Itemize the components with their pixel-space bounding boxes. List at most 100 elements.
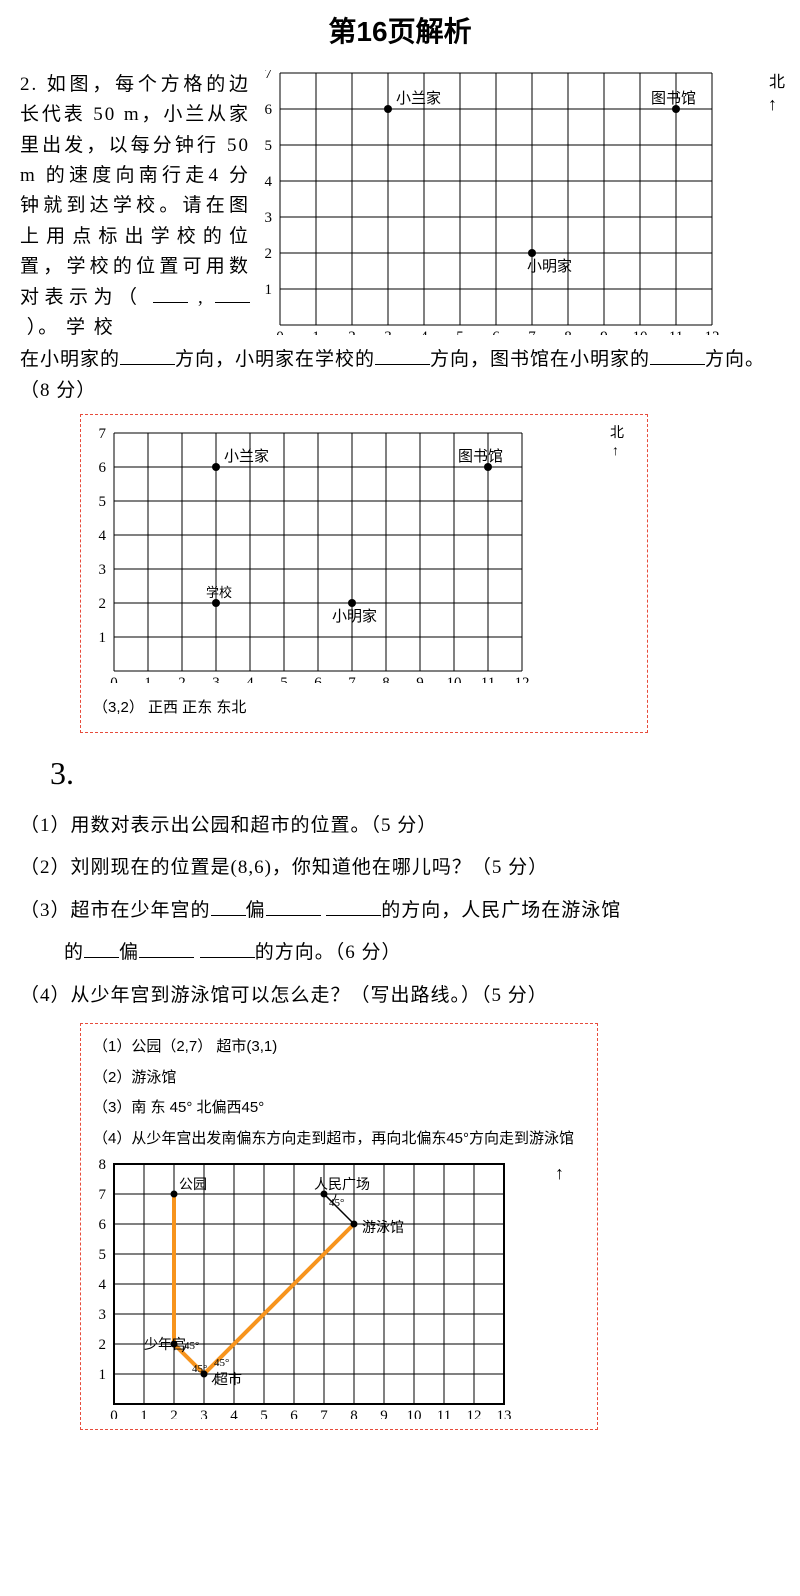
- svg-text:8: 8: [564, 329, 572, 335]
- svg-text:8: 8: [382, 675, 390, 683]
- q2-answer-text: （3,2） 正西 正东 东北: [89, 693, 639, 724]
- q2-text-block: 2. 如图，每个方格的边长代表 50 m，小兰从家里出发，以每分钟行 50 m …: [20, 70, 250, 345]
- north-arrow-icon: ↑: [768, 90, 777, 119]
- svg-text:4: 4: [246, 675, 254, 683]
- q3-ans-l3: （3）南 东 45° 北偏西45°: [89, 1093, 589, 1124]
- svg-text:8: 8: [99, 1157, 107, 1173]
- q3-ans-l2: （2）游泳馆: [89, 1063, 589, 1094]
- svg-text:9: 9: [416, 675, 424, 683]
- q3-answer-box: （1）公园（2,7） 超市(3,1) （2）游泳馆 （3）南 东 45° 北偏西…: [80, 1023, 598, 1430]
- svg-text:10: 10: [407, 1408, 422, 1419]
- svg-text:5: 5: [99, 494, 107, 510]
- svg-text:8: 8: [350, 1408, 358, 1419]
- svg-text:3: 3: [99, 562, 107, 578]
- svg-text:5: 5: [99, 1247, 107, 1263]
- q3-sub3-d: 的: [64, 942, 84, 963]
- svg-text:11: 11: [481, 675, 495, 683]
- q2-continuation: 在小明家的方向，小明家在学校的方向，图书馆在小明家的方向。（8 分）: [20, 345, 780, 406]
- svg-text:5: 5: [456, 329, 464, 335]
- svg-text:4: 4: [420, 329, 428, 335]
- svg-text:小明家: 小明家: [332, 608, 377, 625]
- svg-text:5: 5: [260, 1408, 268, 1419]
- question-2: 2. 如图，每个方格的边长代表 50 m，小兰从家里出发，以每分钟行 50 m …: [20, 70, 780, 345]
- svg-text:2: 2: [99, 1337, 107, 1353]
- q3-sub3-c: 的方向，人民广场在游泳馆: [381, 900, 621, 921]
- svg-text:3: 3: [212, 675, 220, 683]
- svg-text:4: 4: [230, 1408, 238, 1419]
- svg-text:1: 1: [140, 1408, 148, 1419]
- svg-text:1: 1: [144, 675, 152, 683]
- north-arrow-q3-icon: ↑: [555, 1159, 564, 1188]
- q3-sub2: （2）刘刚现在的位置是(8,6)，你知道他在哪儿吗？（5 分）: [20, 853, 780, 883]
- svg-text:11: 11: [669, 329, 683, 335]
- svg-text:10: 10: [447, 675, 462, 683]
- svg-text:6: 6: [99, 1217, 107, 1233]
- q3-sub3-b: 偏: [246, 900, 266, 921]
- q3-ans-l4: （4）从少年宫出发南偏东方向走到超市，再向北偏东45°方向走到游泳馆: [89, 1124, 589, 1155]
- svg-text:6: 6: [492, 329, 500, 335]
- svg-text:2: 2: [170, 1408, 178, 1419]
- svg-text:4: 4: [265, 174, 273, 190]
- svg-text:6: 6: [314, 675, 322, 683]
- svg-text:2: 2: [99, 596, 107, 612]
- svg-text:3: 3: [99, 1307, 107, 1323]
- svg-text:7: 7: [99, 426, 107, 442]
- svg-text:小兰家: 小兰家: [396, 90, 441, 107]
- svg-text:7: 7: [99, 1187, 107, 1203]
- q3-sub3-f: 的方向。（6 分）: [255, 942, 402, 963]
- svg-text:12: 12: [515, 675, 530, 683]
- svg-text:13: 13: [497, 1408, 512, 1419]
- svg-text:7: 7: [528, 329, 536, 335]
- svg-text:4: 4: [99, 528, 107, 544]
- svg-text:3: 3: [384, 329, 392, 335]
- q3-sub3: （3）超市在少年宫的 偏 的方向，人民广场在游泳馆: [20, 896, 780, 926]
- svg-text:3: 3: [265, 210, 273, 226]
- svg-text:10: 10: [633, 329, 648, 335]
- north-arrow-ans-icon: ↑: [612, 441, 619, 463]
- q3-ans-l1: （1）公园（2,7） 超市(3,1): [89, 1032, 589, 1063]
- svg-text:超市: 超市: [214, 1371, 242, 1388]
- svg-text:6: 6: [99, 460, 107, 476]
- svg-text:人民广场: 人民广场: [314, 1177, 370, 1193]
- svg-text:0: 0: [110, 1408, 118, 1419]
- svg-text:1: 1: [99, 630, 107, 646]
- svg-text:9: 9: [600, 329, 608, 335]
- q2-answer-box: 01234567891011121234567小兰家小明家图书馆学校 北 ↑ （…: [80, 414, 648, 733]
- svg-text:45°: 45°: [329, 1197, 344, 1209]
- svg-text:7: 7: [265, 70, 273, 82]
- svg-text:0: 0: [110, 675, 118, 683]
- svg-text:小明家: 小明家: [527, 258, 572, 275]
- svg-text:6: 6: [290, 1408, 298, 1419]
- q2-text: 2. 如图，每个方格的边长代表 50 m，小兰从家里出发，以每分钟行 50 m …: [20, 74, 250, 338]
- page-title: 第16页解析: [20, 10, 780, 55]
- svg-text:5: 5: [280, 675, 288, 683]
- svg-text:1: 1: [312, 329, 320, 335]
- svg-text:4: 4: [99, 1277, 107, 1293]
- svg-text:5: 5: [265, 138, 273, 154]
- svg-text:小兰家: 小兰家: [224, 448, 269, 465]
- svg-text:2: 2: [265, 246, 273, 262]
- svg-text:45°: 45°: [192, 1363, 207, 1375]
- q3-number: 3.: [50, 748, 780, 799]
- svg-text:游泳馆: 游泳馆: [362, 1220, 404, 1236]
- svg-text:2: 2: [178, 675, 186, 683]
- q3-sub4: （4）从少年宫到游泳馆可以怎么走？（写出路线。）（5 分）: [20, 981, 780, 1011]
- q3-sub3-e: 偏: [119, 942, 139, 963]
- q3-sub3-a: （3）超市在少年宫的: [20, 900, 211, 921]
- svg-text:7: 7: [320, 1408, 328, 1419]
- q2-chart: 01234567891011121234567小兰家小明家图书馆 北 ↑: [255, 70, 780, 345]
- svg-text:1: 1: [265, 282, 273, 298]
- svg-text:11: 11: [437, 1408, 451, 1419]
- svg-text:12: 12: [705, 329, 720, 335]
- svg-text:图书馆: 图书馆: [458, 448, 503, 465]
- svg-text:图书馆: 图书馆: [651, 90, 696, 107]
- svg-text:公园: 公园: [179, 1178, 207, 1193]
- svg-text:7: 7: [348, 675, 356, 683]
- svg-text:0: 0: [276, 329, 284, 335]
- svg-text:2: 2: [348, 329, 356, 335]
- svg-text:学校: 学校: [206, 585, 232, 600]
- svg-text:12: 12: [467, 1408, 482, 1419]
- q3-sub3-line2: 的 偏 的方向。（6 分）: [64, 938, 780, 968]
- svg-text:6: 6: [265, 102, 273, 118]
- svg-text:1: 1: [99, 1367, 107, 1383]
